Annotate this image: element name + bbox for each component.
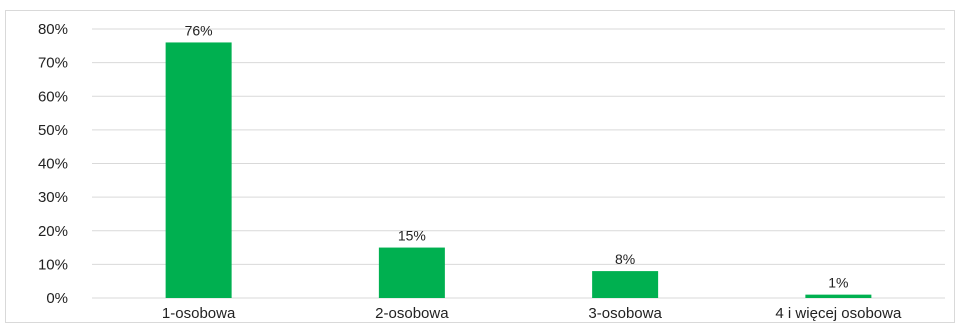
bar <box>165 42 232 299</box>
data-label: 8% <box>615 251 635 267</box>
x-category-label: 4 i więcej osobowa <box>775 305 902 322</box>
y-tick-label: 30% <box>38 189 68 206</box>
bars <box>165 42 872 299</box>
y-axis-tick-labels: 0% 10% 20% 30% 40% 50% 60% 70% 80% <box>38 21 68 307</box>
gridlines <box>92 28 945 299</box>
bar <box>805 294 872 298</box>
y-tick-label: 80% <box>38 21 68 38</box>
bar <box>592 271 659 298</box>
data-label: 15% <box>398 228 426 244</box>
y-tick-label: 40% <box>38 156 68 173</box>
x-category-label: 2-osobowa <box>375 305 449 322</box>
y-tick-label: 60% <box>38 88 68 105</box>
y-tick-label: 0% <box>46 290 68 307</box>
x-axis-category-labels: 1-osobowa 2-osobowa 3-osobowa 4 i więcej os… <box>162 305 902 322</box>
x-category-label: 3-osobowa <box>588 305 662 322</box>
y-tick-label: 70% <box>38 55 68 72</box>
data-label: 1% <box>828 275 848 291</box>
y-tick-label: 10% <box>38 256 68 273</box>
x-category-label: 1-osobowa <box>162 305 236 322</box>
y-tick-label: 50% <box>38 122 68 139</box>
data-label: 76% <box>185 22 213 38</box>
y-tick-label: 20% <box>38 223 68 240</box>
data-labels: 76% 15% 8% 1% <box>185 22 849 290</box>
bar <box>378 247 445 298</box>
